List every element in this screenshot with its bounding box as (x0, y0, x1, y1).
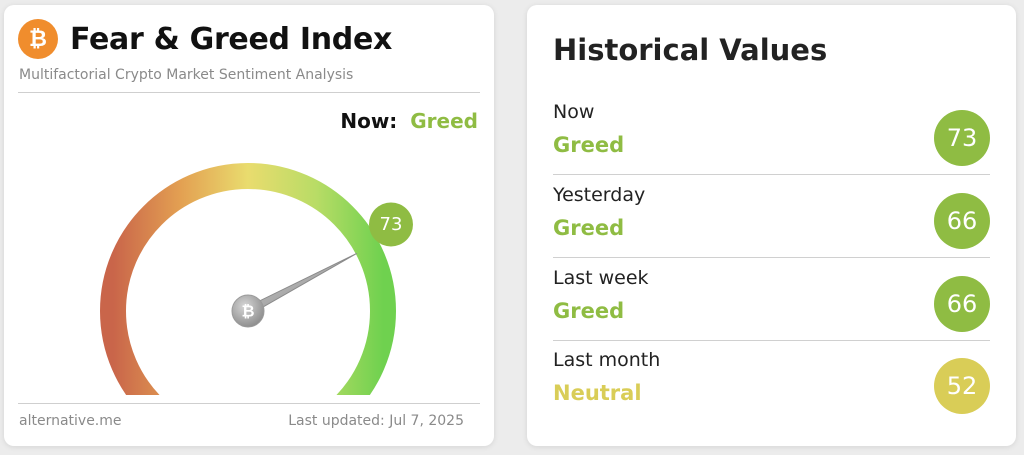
fear-greed-card: ₿ Fear & Greed Index Multifactorial Cryp… (4, 5, 494, 446)
bitcoin-icon: ₿ (18, 19, 58, 59)
gauge-value-text: 73 (380, 214, 403, 235)
history-value-bubble: 66 (934, 193, 990, 249)
sentiment-gauge: ₿ 73 (100, 163, 413, 395)
card-header: ₿ Fear & Greed Index (18, 19, 392, 59)
row-divider (553, 174, 990, 175)
footer-divider (18, 403, 480, 404)
page-title: Fear & Greed Index (70, 21, 393, 57)
history-value-bubble: 52 (934, 358, 990, 414)
history-row-last-week: Last week Greed 66 (553, 259, 990, 341)
row-divider (553, 340, 990, 341)
now-status: Now: Greed (340, 109, 478, 133)
last-updated: Last updated: Jul 7, 2025 (288, 413, 464, 429)
history-label: Last week (553, 267, 649, 289)
history-label: Last month (553, 349, 661, 371)
now-label: Now: (340, 109, 398, 133)
history-label: Yesterday (553, 184, 646, 206)
gauge-hub (231, 294, 265, 328)
history-classification: Greed (553, 133, 625, 157)
history-row-now: Now Greed 73 (553, 93, 990, 175)
historical-values-card: Historical Values Now Greed 73 Yesterday… (527, 5, 1016, 446)
history-classification: Greed (553, 299, 625, 323)
history-label: Now (553, 101, 595, 123)
history-classification: Neutral (553, 381, 642, 405)
history-row-yesterday: Yesterday Greed 66 (553, 176, 990, 258)
row-divider (553, 257, 990, 258)
page-subtitle: Multifactorial Crypto Market Sentiment A… (19, 67, 354, 83)
now-classification: Greed (410, 109, 478, 133)
gauge-arc (100, 163, 396, 395)
source-link[interactable]: alternative.me (19, 413, 122, 429)
history-row-last-month: Last month Neutral 52 (553, 341, 990, 423)
history-value-bubble: 73 (934, 110, 990, 166)
gauge-value-bubble (368, 202, 413, 247)
history-classification: Greed (553, 216, 625, 240)
historical-title: Historical Values (553, 33, 828, 67)
history-value-bubble: 66 (934, 276, 990, 332)
header-divider (18, 92, 480, 93)
bitcoin-icon: ₿ (241, 302, 254, 321)
